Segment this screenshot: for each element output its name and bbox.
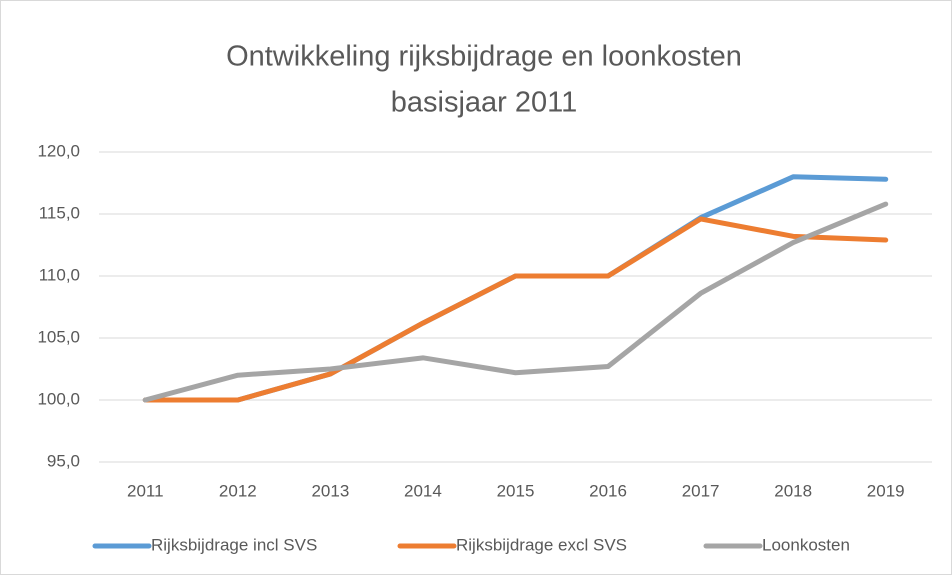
x-tick-label: 2017 — [682, 481, 720, 500]
x-tick-label: 2011 — [127, 481, 164, 500]
y-tick-label: 95,0 — [47, 451, 80, 470]
y-tick-label: 100,0 — [37, 389, 80, 408]
legend-label: Loonkosten — [762, 535, 850, 554]
legend-label: Rijksbijdrage excl SVS — [456, 535, 627, 554]
series-line — [142, 201, 889, 403]
chart-title: Ontwikkeling rijksbijdrage en loonkosten — [226, 41, 742, 73]
x-tick-label: 2012 — [219, 481, 257, 500]
x-tick-label: 2018 — [774, 481, 812, 500]
x-tick-label: 2019 — [867, 481, 905, 500]
y-tick-label: 115,0 — [39, 203, 80, 222]
y-tick-label: 105,0 — [37, 327, 80, 346]
series-line — [142, 216, 889, 403]
chart-subtitle: basisjaar 2011 — [391, 87, 577, 119]
y-tick-label: 120,0 — [37, 141, 80, 160]
x-tick-label: 2015 — [497, 481, 535, 500]
legend-label: Rijksbijdrage incl SVS — [151, 535, 317, 554]
x-tick-label: 2014 — [404, 481, 442, 500]
x-tick-label: 2013 — [311, 481, 349, 500]
y-tick-label: 110,0 — [39, 265, 80, 284]
x-tick-label: 2016 — [589, 481, 627, 500]
